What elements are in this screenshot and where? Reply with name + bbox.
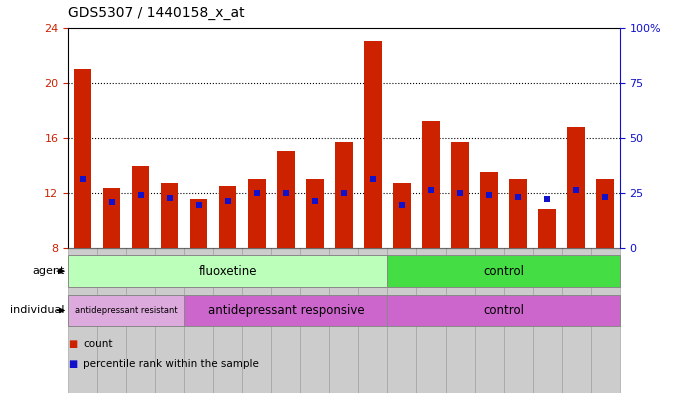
Text: fluoxetine: fluoxetine <box>199 264 257 278</box>
Bar <box>242 248 271 393</box>
Bar <box>393 183 411 248</box>
Bar <box>126 248 155 393</box>
Text: ■: ■ <box>68 358 78 369</box>
Bar <box>567 127 585 248</box>
Bar <box>590 248 620 393</box>
Bar <box>509 179 527 248</box>
Bar <box>503 248 533 393</box>
Bar <box>248 179 266 248</box>
Text: control: control <box>483 304 524 317</box>
Bar <box>335 141 353 248</box>
Bar <box>358 248 387 393</box>
Bar <box>387 295 620 326</box>
Bar <box>533 248 562 393</box>
Bar <box>387 248 417 393</box>
Bar <box>300 248 330 393</box>
Bar <box>271 248 300 393</box>
Text: GDS5307 / 1440158_x_at: GDS5307 / 1440158_x_at <box>68 6 244 20</box>
Bar <box>306 179 323 248</box>
Bar <box>597 179 614 248</box>
Bar <box>475 248 503 393</box>
Text: control: control <box>483 264 524 278</box>
Bar <box>387 255 620 287</box>
Bar <box>68 295 185 326</box>
Bar <box>185 248 213 393</box>
Bar <box>364 41 381 248</box>
Bar <box>330 248 358 393</box>
Bar <box>161 183 178 248</box>
Bar <box>562 248 590 393</box>
Text: agent: agent <box>32 266 65 276</box>
Bar <box>219 185 236 248</box>
Bar <box>155 248 185 393</box>
Bar <box>539 209 556 248</box>
Bar <box>422 121 440 248</box>
Bar <box>190 199 208 248</box>
Bar <box>74 69 91 248</box>
Text: antidepressant responsive: antidepressant responsive <box>208 304 364 317</box>
Bar <box>68 255 387 287</box>
Text: individual: individual <box>10 305 65 316</box>
Bar <box>68 248 97 393</box>
Bar <box>185 295 387 326</box>
Bar <box>417 248 445 393</box>
Text: ■: ■ <box>68 339 78 349</box>
Bar <box>97 248 126 393</box>
Bar <box>445 248 475 393</box>
Text: percentile rank within the sample: percentile rank within the sample <box>83 358 259 369</box>
Bar <box>277 151 295 248</box>
Text: count: count <box>83 339 112 349</box>
Bar <box>103 188 121 248</box>
Bar <box>132 167 149 248</box>
Bar <box>452 141 469 248</box>
Bar <box>480 172 498 248</box>
Text: antidepressant resistant: antidepressant resistant <box>75 306 178 315</box>
Bar <box>213 248 242 393</box>
